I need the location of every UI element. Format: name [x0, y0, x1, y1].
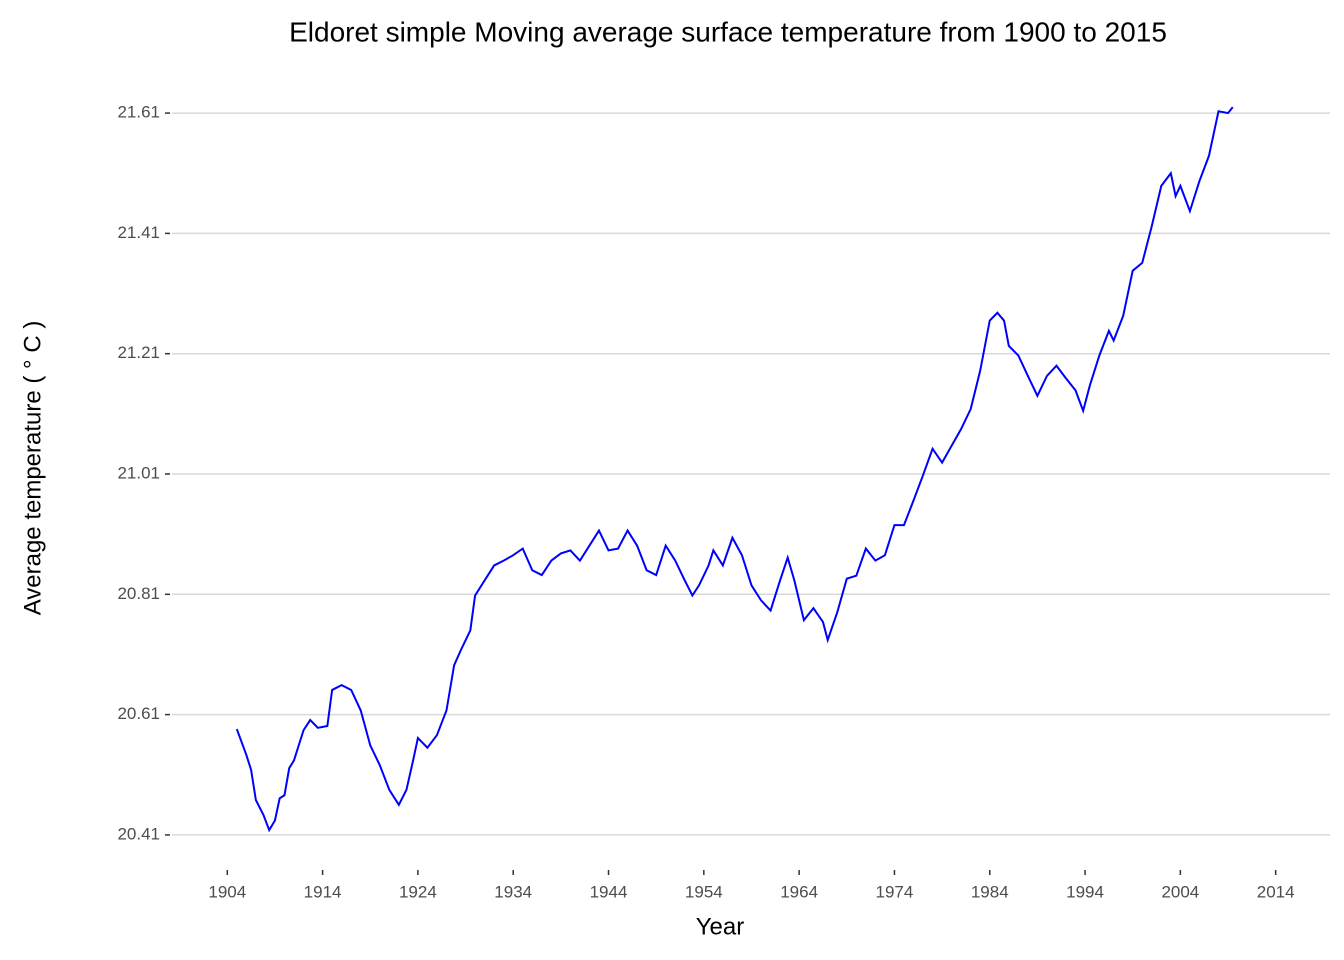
x-tick-label: 1954: [685, 882, 723, 901]
x-tick-label: 1974: [876, 882, 914, 901]
y-axis-label: Average temperature ( ° C ): [19, 321, 46, 616]
x-tick-label: 1924: [399, 882, 437, 901]
x-tick-label: 2014: [1257, 882, 1295, 901]
chart-title: Eldoret simple Moving average surface te…: [289, 16, 1167, 47]
x-tick-label: 1914: [304, 882, 342, 901]
x-tick-label: 1994: [1066, 882, 1104, 901]
x-tick-label: 1964: [780, 882, 818, 901]
y-tick-label: 21.61: [117, 103, 160, 122]
x-tick-label: 2004: [1161, 882, 1199, 901]
line-series: [235, 106, 1234, 833]
x-tick-label: 1944: [590, 882, 628, 901]
x-tick-label: 1904: [208, 882, 246, 901]
y-tick-label: 21.41: [117, 223, 160, 242]
y-tick-label: 20.81: [117, 584, 160, 603]
y-tick-label: 21.01: [117, 463, 160, 482]
y-tick-label: 20.61: [117, 704, 160, 723]
x-tick-label: 1934: [494, 882, 532, 901]
x-axis-label: Year: [696, 913, 745, 940]
x-tick-label: 1984: [971, 882, 1009, 901]
y-tick-label: 20.41: [117, 824, 160, 843]
y-tick-label: 21.21: [117, 343, 160, 362]
